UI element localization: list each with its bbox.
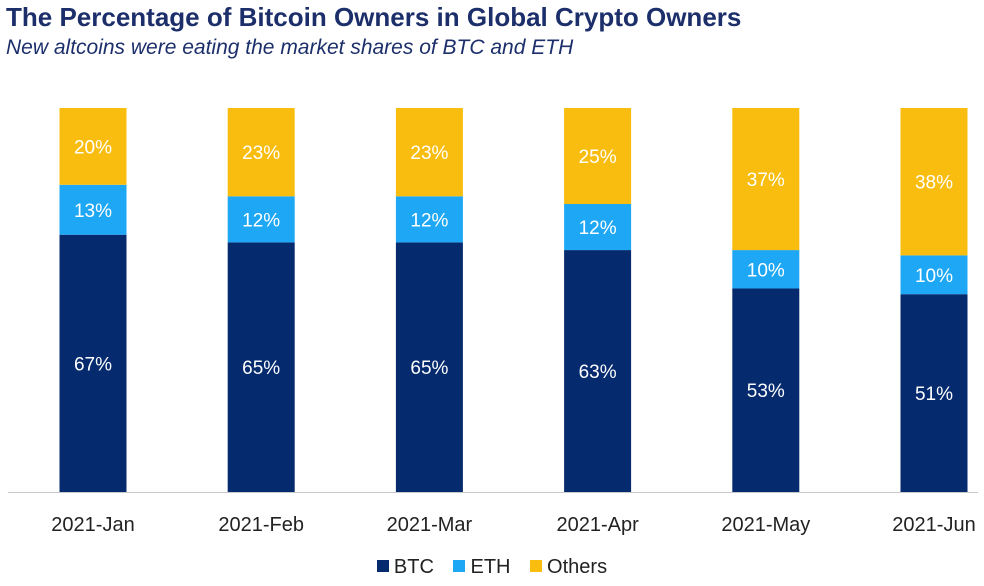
- legend-swatch-eth: [453, 560, 466, 572]
- legend-label-btc: BTC: [393, 556, 434, 578]
- bar-others-2021-feb: [227, 108, 295, 197]
- data-label-eth-2021-may: 10%: [747, 260, 785, 281]
- data-label-others-2021-may: 37%: [747, 170, 785, 191]
- bar-others-2021-mar: [395, 108, 463, 197]
- data-label-eth-2021-feb: 12%: [242, 210, 280, 231]
- legend: BTC ETH Others: [0, 556, 984, 579]
- x-tick-label-2021-apr: 2021-Apr: [556, 514, 639, 536]
- x-tick-label-2021-may: 2021-May: [721, 514, 810, 536]
- bar-others-2021-may: [732, 108, 800, 251]
- bar-btc-2021-jan: [59, 234, 127, 492]
- data-label-btc-2021-apr: 63%: [579, 362, 617, 383]
- data-label-btc-2021-jun: 51%: [915, 384, 953, 405]
- legend-item-btc: BTC: [376, 556, 434, 579]
- data-label-btc-2021-may: 53%: [747, 381, 785, 402]
- chart-title: The Percentage of Bitcoin Owners in Glob…: [6, 2, 742, 32]
- data-label-others-2021-mar: 23%: [410, 143, 448, 164]
- data-label-others-2021-apr: 25%: [579, 147, 617, 168]
- legend-swatch-btc: [376, 560, 389, 572]
- bar-others-2021-jan: [59, 108, 127, 185]
- legend-label-others: Others: [547, 556, 608, 578]
- x-tick-label-2021-jun: 2021-Jun: [892, 514, 975, 536]
- data-label-eth-2021-jun: 10%: [915, 266, 953, 287]
- data-label-btc-2021-mar: 65%: [410, 358, 448, 379]
- chart-subtitle: New altcoins were eating the market shar…: [6, 36, 574, 59]
- bar-others-2021-jun: [900, 108, 968, 256]
- bar-btc-2021-jun: [900, 294, 968, 492]
- data-label-eth-2021-jan: 13%: [74, 201, 112, 222]
- legend-item-eth: ETH: [453, 556, 510, 579]
- bar-btc-2021-apr: [564, 250, 632, 492]
- data-label-others-2021-jun: 38%: [915, 173, 953, 194]
- legend-item-others: Others: [530, 556, 607, 579]
- bar-others-2021-apr: [564, 108, 632, 204]
- data-label-others-2021-feb: 23%: [242, 143, 280, 164]
- data-label-eth-2021-apr: 12%: [579, 218, 617, 239]
- bar-eth-2021-jun: [900, 255, 968, 295]
- bar-eth-2021-apr: [564, 204, 632, 251]
- data-label-eth-2021-mar: 12%: [410, 210, 448, 231]
- bar-btc-2021-feb: [227, 242, 295, 492]
- legend-swatch-others: [530, 560, 543, 572]
- bar-eth-2021-feb: [227, 196, 295, 243]
- data-label-others-2021-jan: 20%: [74, 137, 112, 158]
- legend-label-eth: ETH: [470, 556, 511, 578]
- x-tick-label-2021-mar: 2021-Mar: [387, 514, 473, 536]
- x-tick-label-2021-feb: 2021-Feb: [218, 514, 304, 536]
- data-label-btc-2021-jan: 67%: [74, 354, 112, 375]
- bar-btc-2021-mar: [395, 242, 463, 492]
- bar-eth-2021-jan: [59, 184, 127, 235]
- bar-btc-2021-may: [732, 288, 800, 492]
- bar-eth-2021-mar: [395, 196, 463, 243]
- bar-eth-2021-may: [732, 250, 800, 289]
- data-label-btc-2021-feb: 65%: [242, 358, 280, 379]
- x-tick-label-2021-jan: 2021-Jan: [51, 514, 134, 536]
